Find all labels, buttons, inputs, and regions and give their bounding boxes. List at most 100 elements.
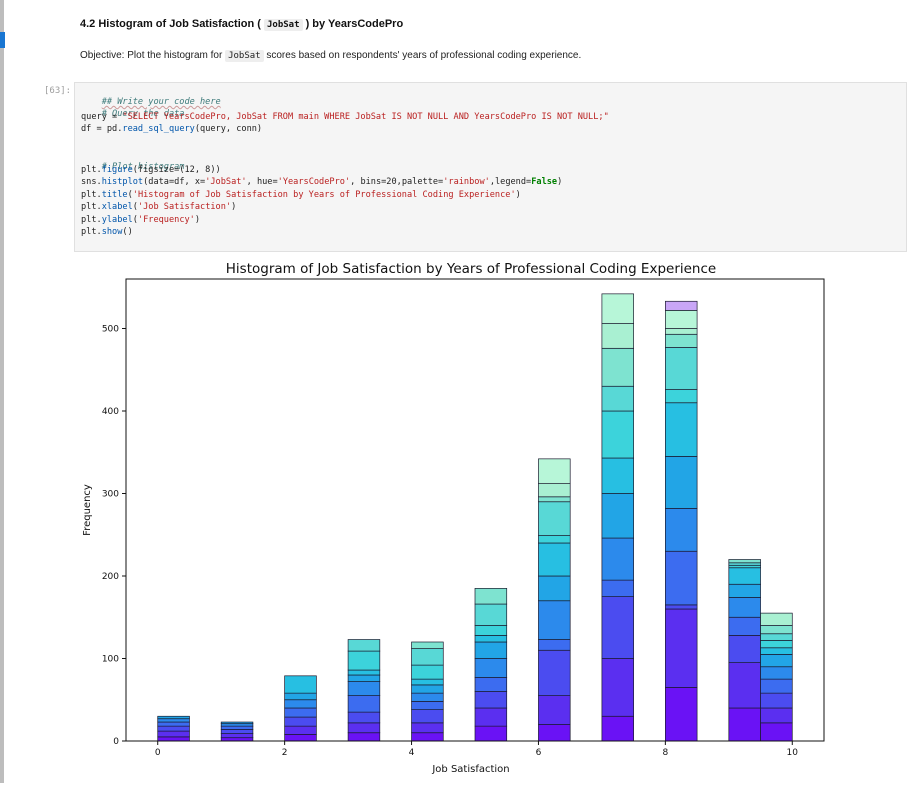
histogram-bar-segment [665,604,698,610]
histogram-bin [474,588,508,742]
histogram-bar-segment [538,639,571,651]
histogram-bar-segment [760,647,793,655]
heading-prefix: 4.2 Histogram of Job Satisfaction ( [80,18,261,30]
histogram-bin [538,458,571,742]
histogram-bar-segment [760,633,793,641]
histogram-bar-segment [601,347,634,387]
histogram-bar-segment [538,575,571,602]
histogram-bar-segment [411,692,444,702]
histogram-bar-segment [538,496,571,503]
histogram-bar-segment [665,309,698,329]
histogram-bar-segment [411,701,444,710]
histogram-bar-segment [220,723,254,727]
histogram-bar-segment [538,535,571,544]
histogram-bar-segment [538,724,571,742]
code-text: (query, conn) [194,124,263,134]
histogram-bar-segment [665,347,698,390]
code-text: (figsize=(12, 8)) [132,165,221,175]
code-string: "SELECT YearsCodePro, JobSat FROM main W… [122,112,609,122]
code-line-6: plt.figure(figsize=(12, 8)) [81,165,221,175]
code-string: 'Histogram of Job Satisfaction by Years … [132,190,516,200]
histogram-bar-segment [538,458,571,484]
histogram-bar-segment [474,677,508,692]
code-text: ) [231,202,237,212]
objective-prefix: Objective: Plot the histogram for [80,50,223,61]
histogram-chart: Histogram of Job Satisfaction by Years o… [82,261,825,775]
objective-suffix: scores based on respondents' years of pr… [266,50,582,61]
histogram-bar-segment [601,596,634,659]
histogram-bar-segment [728,567,761,585]
heading-suffix: ) by YearsCodePro [305,18,404,30]
histogram-bar-segment [601,385,634,412]
histogram-bar-segment [411,722,444,734]
code-line-10: plt.ylabel('Frequency') [81,215,200,225]
code-text: plt. [81,215,102,225]
histogram-bar-segment [760,612,793,626]
code-function: xlabel [101,202,133,212]
code-text: plt. [81,190,102,200]
histogram-bar-segment [538,483,571,498]
histogram-bar-segment [157,715,190,720]
histogram-bar-segment [665,608,698,688]
y-axis: 0 100 200 300 400 500 [102,325,126,747]
code-text: () [122,227,133,237]
code-line-4: df = pd.read_sql_query(query, conn) [81,124,262,134]
code-string: 'rainbow' [443,177,490,187]
code-line-3: query = "SELECT YearsCodePro, JobSat FRO… [81,112,609,122]
histogram-bar-segment [220,733,254,739]
objective-text: Objective: Plot the histogram for JobSat… [80,50,582,62]
histogram-bar-segment [411,732,444,742]
histogram-bar-segment [728,564,761,569]
histogram-bar-segment [601,457,634,494]
code-comment: ## Write your code here [101,97,221,107]
y-tick-label: 300 [102,490,119,500]
histogram-bar-segment [157,730,190,738]
code-text: ,legend= [489,177,532,187]
histogram-bar-segment [347,732,381,742]
histogram-bar-segment [347,669,381,676]
histogram-bar-segment [220,725,254,730]
histogram-bar-segment [411,684,444,694]
histogram-bars [157,293,793,742]
code-text: , hue= [246,177,278,187]
code-text: plt. [81,202,102,212]
y-tick-label: 0 [113,737,119,747]
histogram-bin [665,300,698,742]
histogram-bin [728,559,761,742]
code-line-1: ## Write your code here [81,87,221,117]
x-tick-label: 4 [409,748,415,758]
code-string: 'YearsCodePro' [277,177,351,187]
histogram-bar-segment [665,402,698,457]
code-cell-editor[interactable]: ## Write your code here # Query the data… [74,82,907,252]
y-tick-label: 400 [102,407,119,417]
histogram-bin [284,675,317,742]
x-tick-label: 8 [662,748,668,758]
code-text: query = [81,112,123,122]
histogram-bar-segment [474,725,508,742]
y-axis-label: Frequency [82,484,93,536]
histogram-bar-segment [411,709,444,724]
histogram-bar-segment [347,650,381,671]
code-text: (data=df, x= [143,177,206,187]
histogram-bar-segment [474,588,508,605]
histogram-bar-segment [760,666,793,680]
histogram-bar-segment [760,640,793,649]
code-text: ) [194,215,201,225]
chart-title: Histogram of Job Satisfaction by Years o… [226,261,716,277]
histogram-bar-segment [601,293,634,324]
code-function: read_sql_query [122,124,195,134]
cell-prompt: [63]: [44,86,72,96]
histogram-bar-segment [601,410,634,459]
histogram-bar-segment [601,493,634,539]
histogram-bar-segment [760,692,793,709]
histogram-bar-segment [601,537,634,581]
histogram-bar-segment [665,300,698,311]
histogram-bar-segment [538,542,571,577]
code-text: ( [132,202,138,212]
x-tick-label: 2 [282,748,288,758]
histogram-bar-segment [760,625,793,635]
histogram-bar-segment [728,559,761,564]
code-line-8: plt.title('Histogram of Job Satisfaction… [81,190,521,200]
x-tick-label: 6 [536,748,542,758]
histogram-bar-segment [474,707,508,727]
